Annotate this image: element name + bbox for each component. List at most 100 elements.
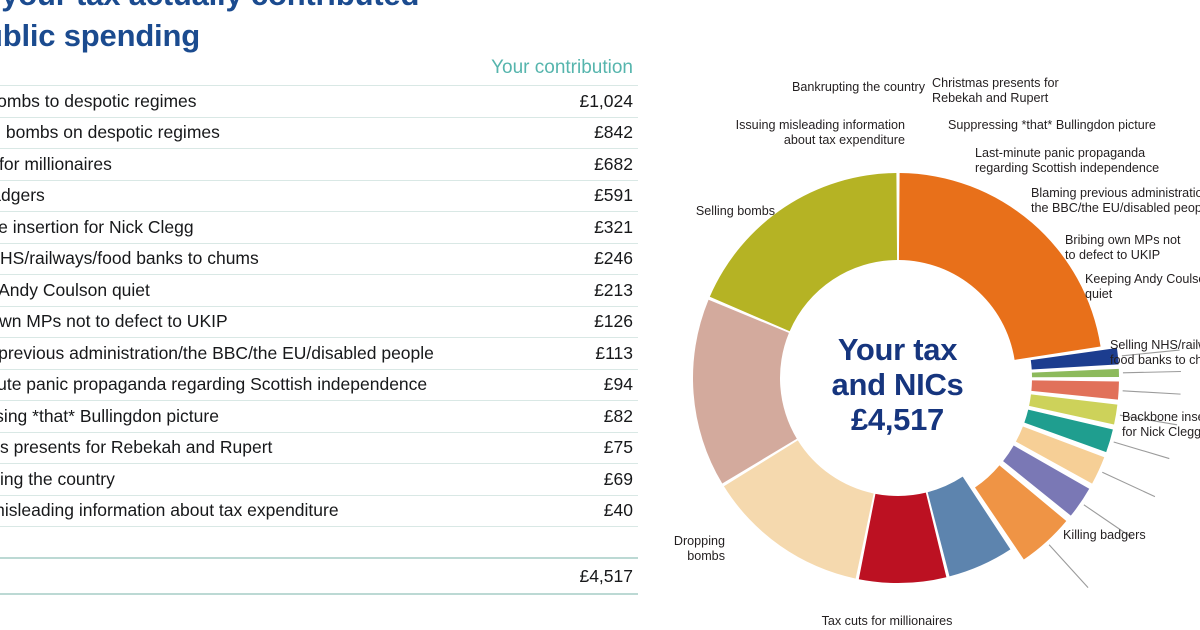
row-amount: £82 xyxy=(546,400,638,433)
donut-slice xyxy=(723,440,874,579)
table-row: Dropping bombs on despotic regimes £842 xyxy=(0,116,638,149)
donut-slice xyxy=(1024,409,1113,453)
table-row: Bribing own MPs not to defect to UKIP £1… xyxy=(0,305,638,338)
donut-center-label: Your tax and NICs £4,517 xyxy=(785,332,1010,437)
label-backbone-insertion-for-nick-clegg: Backbone insertion for Nick Clegg xyxy=(1122,410,1200,441)
donut-slice xyxy=(1031,380,1119,400)
label-line: Blaming previous administration/ xyxy=(1031,186,1200,200)
donut-slice xyxy=(1003,445,1090,516)
donut-slice xyxy=(709,173,898,332)
label-line: regarding Scottish independence xyxy=(975,161,1160,176)
spending-table: Selling bombs to despotic regimes £1,024… xyxy=(0,85,638,595)
label-suppressing-bullingdon-picture: Suppressing *that* Bullingdon picture xyxy=(948,118,1200,133)
leader-line xyxy=(1113,441,1170,460)
spacer-cell xyxy=(546,527,638,559)
row-label: Selling NHS/railways/food banks to chums xyxy=(0,242,546,275)
row-amount: £842 xyxy=(546,116,638,149)
label-tax-cuts-for-millionaires: Tax cuts for millionaires xyxy=(757,614,1017,629)
label-line: Suppressing *that* Bullingdon picture xyxy=(948,118,1156,132)
row-amount: £69 xyxy=(546,463,638,496)
row-label: Backbone insertion for Nick Clegg xyxy=(0,211,546,244)
column-header-your-contribution: Your contribution xyxy=(491,57,633,78)
row-amount: £213 xyxy=(546,274,638,307)
label-line: to defect to UKIP xyxy=(1065,248,1161,263)
donut-slice xyxy=(898,173,1101,360)
label-issuing-misleading-information: Issuing misleading information about tax… xyxy=(645,118,905,149)
leader-lines xyxy=(1048,349,1181,589)
table-row: Selling bombs to despotic regimes £1,024 xyxy=(0,85,638,118)
leader-line xyxy=(1119,414,1178,426)
row-label: Suppressing *that* Bullingdon picture xyxy=(0,400,546,433)
table-row: Selling NHS/railways/food banks to chums… xyxy=(0,242,638,275)
chart-panel: Your tax and NICs £4,517 Issuing mislead… xyxy=(645,0,1200,630)
label-last-minute-panic-propaganda: Last-minute panic propaganda regarding S… xyxy=(975,146,1200,177)
label-selling-nhs-railways-food-banks: Selling NHS/railways/ food banks to chum… xyxy=(1110,338,1200,369)
label-line: Killing badgers xyxy=(1063,528,1146,542)
leader-line xyxy=(1048,544,1089,589)
donut-slice xyxy=(693,299,797,484)
row-label: Bribing own MPs not to defect to UKIP xyxy=(0,305,546,338)
row-amount: £94 xyxy=(546,368,638,401)
label-line: Bankrupting the country xyxy=(791,80,925,94)
row-amount: £246 xyxy=(546,242,638,275)
center-line-1: Your tax xyxy=(837,332,958,367)
row-label: Christmas presents for Rebekah and Ruper… xyxy=(0,431,546,464)
label-line: Dropping xyxy=(673,534,725,548)
total-label: TOTAL xyxy=(0,557,546,595)
label-line: Bribing own MPs not xyxy=(1065,233,1181,247)
label-line: food banks to chums xyxy=(1110,353,1200,368)
leader-line xyxy=(1121,349,1180,357)
center-line-3: £4,517 xyxy=(850,402,945,437)
page-title-line-1: How your tax actually contributed xyxy=(0,0,645,15)
row-amount: £682 xyxy=(546,148,638,181)
label-line: Christmas presents for xyxy=(932,76,1059,90)
row-label: Dropping bombs on despotic regimes xyxy=(0,116,546,149)
label-selling-bombs: Selling bombs xyxy=(645,204,775,219)
label-line: Keeping Andy Coulson xyxy=(1085,272,1200,286)
table-total-row: TOTAL £4,517 xyxy=(0,557,638,595)
row-label: Blaming previous administration/the BBC/… xyxy=(0,337,546,370)
table-body: Selling bombs to despotic regimes £1,024… xyxy=(0,85,638,595)
leader-line xyxy=(1083,504,1133,538)
table-row: Blaming previous administration/the BBC/… xyxy=(0,337,638,370)
donut-slices xyxy=(693,173,1119,583)
donut-slice xyxy=(858,492,947,583)
table-row: Killing badgers £591 xyxy=(0,179,638,212)
label-keeping-andy-coulson-quiet: Keeping Andy Coulson quiet xyxy=(1085,272,1200,303)
label-line: Rebekah and Rupert xyxy=(932,91,1049,106)
table-row: Keeping Andy Coulson quiet £213 xyxy=(0,274,638,307)
label-line: Last-minute panic propaganda xyxy=(975,146,1146,160)
row-label: Tax cuts for millionaires xyxy=(0,148,546,181)
total-amount: £4,517 xyxy=(546,557,638,595)
center-line-2: and NICs xyxy=(831,367,964,402)
row-label: Last-minute panic propaganda regarding S… xyxy=(0,368,546,401)
donut-slice xyxy=(1030,348,1119,370)
row-label: Bankrupting the country xyxy=(0,463,546,496)
table-row: Tax cuts for millionaires £682 xyxy=(0,148,638,181)
label-line: the BBC/the EU/disabled people xyxy=(1031,201,1200,216)
row-amount: £321 xyxy=(546,211,638,244)
row-amount: £591 xyxy=(546,179,638,212)
leader-line xyxy=(1102,471,1156,498)
table-panel: How your tax actually contributed to pub… xyxy=(0,0,645,595)
label-line: Selling NHS/railways/ xyxy=(1110,338,1200,352)
row-label: Issuing misleading information about tax… xyxy=(0,494,546,527)
table-row: Last-minute panic propaganda regarding S… xyxy=(0,368,638,401)
donut-slice xyxy=(974,465,1067,560)
label-line: Selling bombs xyxy=(695,204,775,218)
label-line: about tax expenditure xyxy=(783,133,905,148)
donut-slice xyxy=(927,476,1011,577)
page-title: How your tax actually contributed to pub… xyxy=(0,0,645,56)
row-amount: £126 xyxy=(546,305,638,338)
table-row: Backbone insertion for Nick Clegg £321 xyxy=(0,211,638,244)
row-amount: £40 xyxy=(546,494,638,527)
row-amount: £113 xyxy=(546,337,638,370)
label-line: bombs xyxy=(687,549,725,564)
label-bankrupting-the-country: Bankrupting the country xyxy=(695,80,925,95)
label-bribing-own-mps: Bribing own MPs not to defect to UKIP xyxy=(1065,233,1200,264)
row-label: Killing badgers xyxy=(0,179,546,212)
table-row: Suppressing *that* Bullingdon picture £8… xyxy=(0,400,638,433)
leader-line xyxy=(1122,370,1181,374)
donut-chart-svg xyxy=(693,173,1181,589)
